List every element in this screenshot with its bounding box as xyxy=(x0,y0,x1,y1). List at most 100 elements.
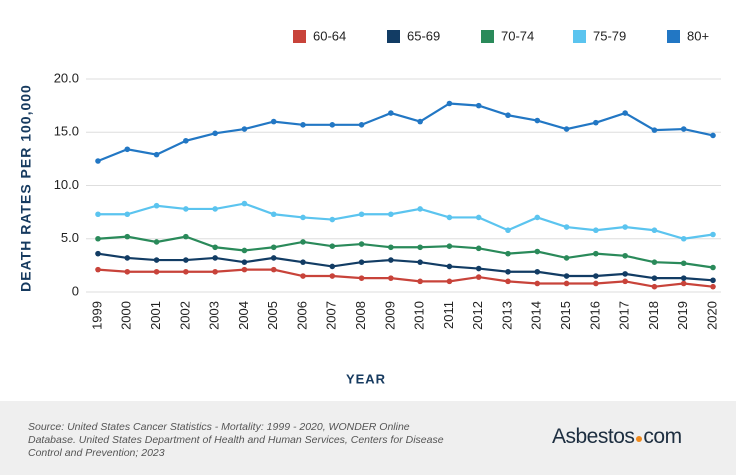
data-point xyxy=(124,268,131,275)
data-point xyxy=(475,265,482,272)
data-point xyxy=(651,275,658,281)
data-point xyxy=(270,211,277,218)
x-tick-label: 2009 xyxy=(382,301,397,330)
x-tick-label: 2001 xyxy=(148,301,163,330)
data-point xyxy=(417,244,423,251)
data-point xyxy=(329,263,336,270)
legend-swatch xyxy=(293,30,306,43)
data-point xyxy=(446,214,453,221)
data-point xyxy=(593,119,599,126)
legend-label: 65-69 xyxy=(407,28,440,43)
data-point xyxy=(95,158,101,164)
data-point xyxy=(300,239,306,245)
data-point xyxy=(212,206,218,212)
data-point xyxy=(241,126,248,132)
data-point xyxy=(417,259,423,265)
data-point xyxy=(680,235,687,242)
data-point xyxy=(622,110,628,116)
x-tick-label: 2013 xyxy=(499,301,514,330)
data-point xyxy=(388,211,394,218)
data-point xyxy=(300,259,306,265)
data-point xyxy=(417,278,423,285)
x-tick-label: 2015 xyxy=(558,301,573,330)
data-point xyxy=(153,151,160,158)
data-point xyxy=(183,206,189,212)
data-point xyxy=(329,216,336,223)
legend-swatch xyxy=(667,30,680,43)
data-point xyxy=(563,280,570,287)
data-point xyxy=(505,112,511,119)
data-point xyxy=(183,257,189,263)
data-point xyxy=(153,239,160,245)
data-point xyxy=(710,283,716,290)
y-tick-label: 15.0 xyxy=(54,124,79,139)
data-point xyxy=(446,278,453,285)
data-point xyxy=(241,259,248,265)
x-tick-label: 2016 xyxy=(587,301,602,330)
x-tick-label: 2002 xyxy=(177,301,192,330)
x-tick-label: 1999 xyxy=(89,301,104,330)
series-line xyxy=(97,252,714,282)
y-tick-label: 0 xyxy=(72,283,79,298)
data-point xyxy=(183,233,189,240)
data-point xyxy=(212,244,218,251)
x-tick-label: 2010 xyxy=(412,301,427,330)
x-tick-label: 2017 xyxy=(617,301,632,330)
x-tick-label: 2020 xyxy=(704,301,719,330)
data-point xyxy=(124,233,131,240)
x-tick-label: 2005 xyxy=(265,301,280,330)
x-tick-label: 2000 xyxy=(119,301,134,330)
footer: Source: United States Cancer Statistics … xyxy=(0,401,736,475)
y-tick-label: 5.0 xyxy=(61,230,79,245)
data-point xyxy=(183,268,189,275)
data-point xyxy=(270,255,277,261)
data-point xyxy=(710,277,716,284)
data-point xyxy=(124,255,131,261)
data-point xyxy=(95,250,101,257)
data-point xyxy=(212,130,218,137)
y-axis-title: DEATH RATES PER 100,000 xyxy=(18,84,34,292)
data-point xyxy=(358,275,365,281)
data-point xyxy=(505,278,511,285)
data-point xyxy=(329,243,336,250)
x-axis-title: YEAR xyxy=(346,371,386,386)
data-point xyxy=(622,271,628,277)
data-point xyxy=(388,244,394,251)
x-tick-label: 2012 xyxy=(470,301,485,330)
data-point xyxy=(270,244,277,251)
legend-label: 70-74 xyxy=(501,28,534,43)
legend-label: 80+ xyxy=(687,28,709,43)
x-tick-label: 2003 xyxy=(207,301,222,330)
data-point xyxy=(651,127,658,133)
data-point xyxy=(212,255,218,261)
data-point xyxy=(300,121,306,128)
data-point xyxy=(475,214,482,221)
y-tick-label: 20.0 xyxy=(54,70,79,85)
data-point xyxy=(622,224,628,230)
data-point xyxy=(593,250,599,257)
data-point xyxy=(593,280,599,287)
x-tick-label: 2007 xyxy=(324,301,339,330)
data-point xyxy=(475,102,482,109)
data-point xyxy=(680,275,687,281)
data-point xyxy=(124,146,131,153)
series-line xyxy=(97,268,714,288)
data-point xyxy=(475,274,482,280)
data-point xyxy=(153,268,160,275)
data-point xyxy=(563,255,570,261)
data-point xyxy=(593,227,599,234)
data-point xyxy=(710,264,716,271)
x-tick-label: 2014 xyxy=(529,301,544,330)
legend-label: 60-64 xyxy=(313,28,346,43)
data-point xyxy=(358,121,365,128)
legend-label: 75-79 xyxy=(593,28,626,43)
data-point xyxy=(534,280,541,287)
data-point xyxy=(241,266,248,273)
data-point xyxy=(124,211,131,218)
data-point xyxy=(270,118,277,125)
series-line xyxy=(98,202,714,240)
data-point xyxy=(95,211,101,218)
data-point xyxy=(329,121,336,128)
legend-swatch xyxy=(387,30,400,43)
